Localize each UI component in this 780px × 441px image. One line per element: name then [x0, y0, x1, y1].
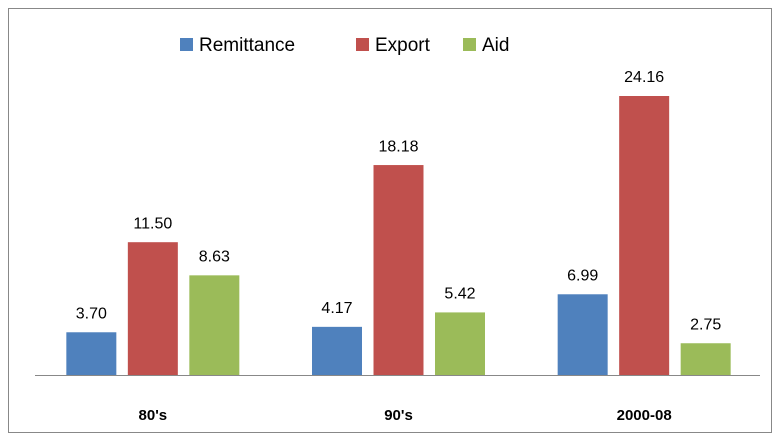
bar — [127, 242, 178, 375]
bar — [373, 165, 424, 375]
bar — [189, 275, 240, 375]
bar — [619, 96, 670, 375]
x-tick-label: 90's — [384, 407, 413, 424]
legend-swatch — [463, 38, 476, 51]
bar — [312, 326, 362, 375]
bar — [557, 294, 608, 375]
x-tick-label: 80's — [139, 407, 168, 424]
bar — [435, 312, 485, 375]
legend-swatch — [180, 38, 193, 51]
data-label: 4.17 — [321, 300, 352, 317]
legend-label: Remittance — [199, 35, 295, 56]
legend-label: Export — [375, 35, 431, 56]
data-label: 2.75 — [690, 316, 721, 333]
data-label: 6.99 — [567, 267, 598, 284]
legend-label: Aid — [482, 35, 509, 56]
data-label: 24.16 — [624, 69, 664, 86]
bar — [680, 343, 731, 375]
data-label: 11.50 — [133, 215, 172, 232]
data-label: 18.18 — [378, 138, 418, 155]
data-label: 3.70 — [76, 305, 107, 322]
bar — [66, 332, 117, 375]
data-label: 5.42 — [444, 286, 475, 303]
data-label: 8.63 — [199, 249, 230, 266]
x-tick-label: 2000-08 — [617, 407, 672, 424]
legend-swatch — [356, 38, 369, 51]
